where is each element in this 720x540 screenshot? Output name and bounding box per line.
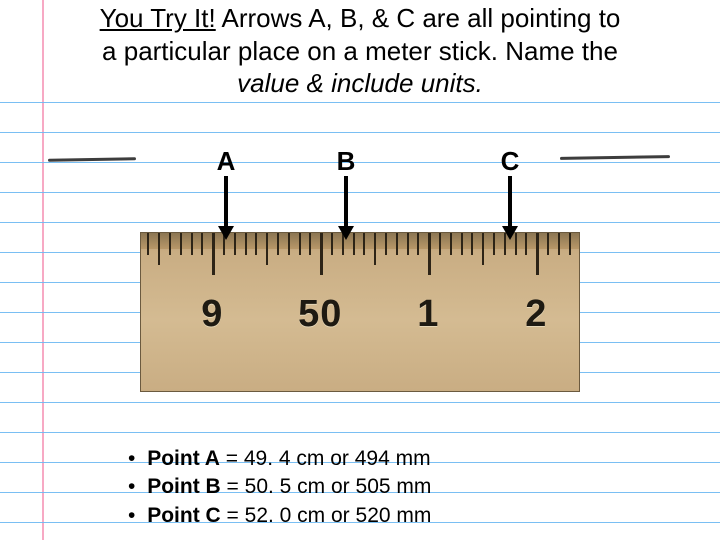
ruler-tick	[536, 233, 539, 275]
ruler-tick	[525, 233, 527, 255]
ruler-tick	[374, 233, 376, 265]
ruler-tick	[417, 233, 419, 255]
answer-row-b: • Point B = 50. 5 cm or 505 mm	[128, 473, 431, 501]
arrow-b	[344, 176, 348, 228]
meter-stick: 9 50 1 2	[140, 232, 580, 392]
ruler-cm-label: 50	[298, 293, 342, 336]
instruction-title: You Try It! Arrows A, B, & C are all poi…	[0, 2, 720, 100]
answer-row-c: • Point C = 52. 0 cm or 520 mm	[128, 502, 431, 530]
arrow-label-c: C	[501, 146, 520, 177]
answer-a-point: Point A	[147, 447, 220, 470]
answer-b-point: Point B	[147, 475, 221, 498]
ruler-cm-label: 2	[525, 293, 547, 336]
ruler-tick	[493, 233, 495, 255]
answer-c-value: = 52. 0 cm or 520 mm	[221, 504, 432, 527]
ruler-tick	[482, 233, 484, 265]
ruler-diagram: 95012 ABC	[140, 150, 580, 395]
bullet-icon: •	[128, 504, 135, 527]
ruler-tick	[385, 233, 387, 255]
ruler-tick	[169, 233, 171, 255]
title-line-3: value & include units.	[237, 68, 483, 98]
answer-b-value: = 50. 5 cm or 505 mm	[221, 475, 432, 498]
ruler-tick	[180, 233, 182, 255]
ruler-tick	[547, 233, 549, 255]
ruler-tick	[569, 233, 571, 255]
answer-c-point: Point C	[147, 504, 221, 527]
ruler-tick	[299, 233, 301, 255]
ruler-cm-label: 9	[201, 293, 223, 336]
ruler-tick	[277, 233, 279, 255]
ruler-tick	[147, 233, 149, 255]
ruler-tick	[309, 233, 311, 255]
ruler-tick	[407, 233, 409, 255]
ruler-tick	[439, 233, 441, 255]
ruler-tick	[428, 233, 431, 275]
title-lead: You Try It!	[100, 3, 216, 33]
answers-list: • Point A = 49. 4 cm or 494 mm • Point B…	[128, 445, 431, 530]
ruler-tick	[255, 233, 257, 255]
ruler-tick	[158, 233, 160, 265]
ruler-tick	[288, 233, 290, 255]
ruler-tick	[396, 233, 398, 255]
arrow-label-b: B	[337, 146, 356, 177]
ruler-tick	[212, 233, 215, 275]
ruler-tick	[558, 233, 560, 255]
bullet-icon: •	[128, 475, 135, 498]
ruler-tick	[191, 233, 193, 255]
title-line-2: a particular place on a meter stick. Nam…	[102, 36, 618, 66]
ruler-tick	[331, 233, 333, 255]
ruler-tick	[201, 233, 203, 255]
ruler-tick	[579, 233, 580, 255]
ruler-tick	[245, 233, 247, 255]
title-rest-1: Arrows A, B, & C are all pointing to	[216, 3, 621, 33]
ruler-tick	[266, 233, 268, 265]
answer-a-value: = 49. 4 cm or 494 mm	[220, 447, 431, 470]
ruler-tick	[471, 233, 473, 255]
ruler-cm-label: 1	[417, 293, 439, 336]
arrow-label-a: A	[217, 146, 236, 177]
arrow-c	[508, 176, 512, 228]
ruler-tick	[320, 233, 323, 275]
ruler-tick	[363, 233, 365, 255]
answer-row-a: • Point A = 49. 4 cm or 494 mm	[128, 445, 431, 473]
ruler-tick	[234, 233, 236, 255]
arrow-a	[224, 176, 228, 228]
bullet-icon: •	[128, 447, 135, 470]
ruler-tick	[461, 233, 463, 255]
ruler-tick	[450, 233, 452, 255]
